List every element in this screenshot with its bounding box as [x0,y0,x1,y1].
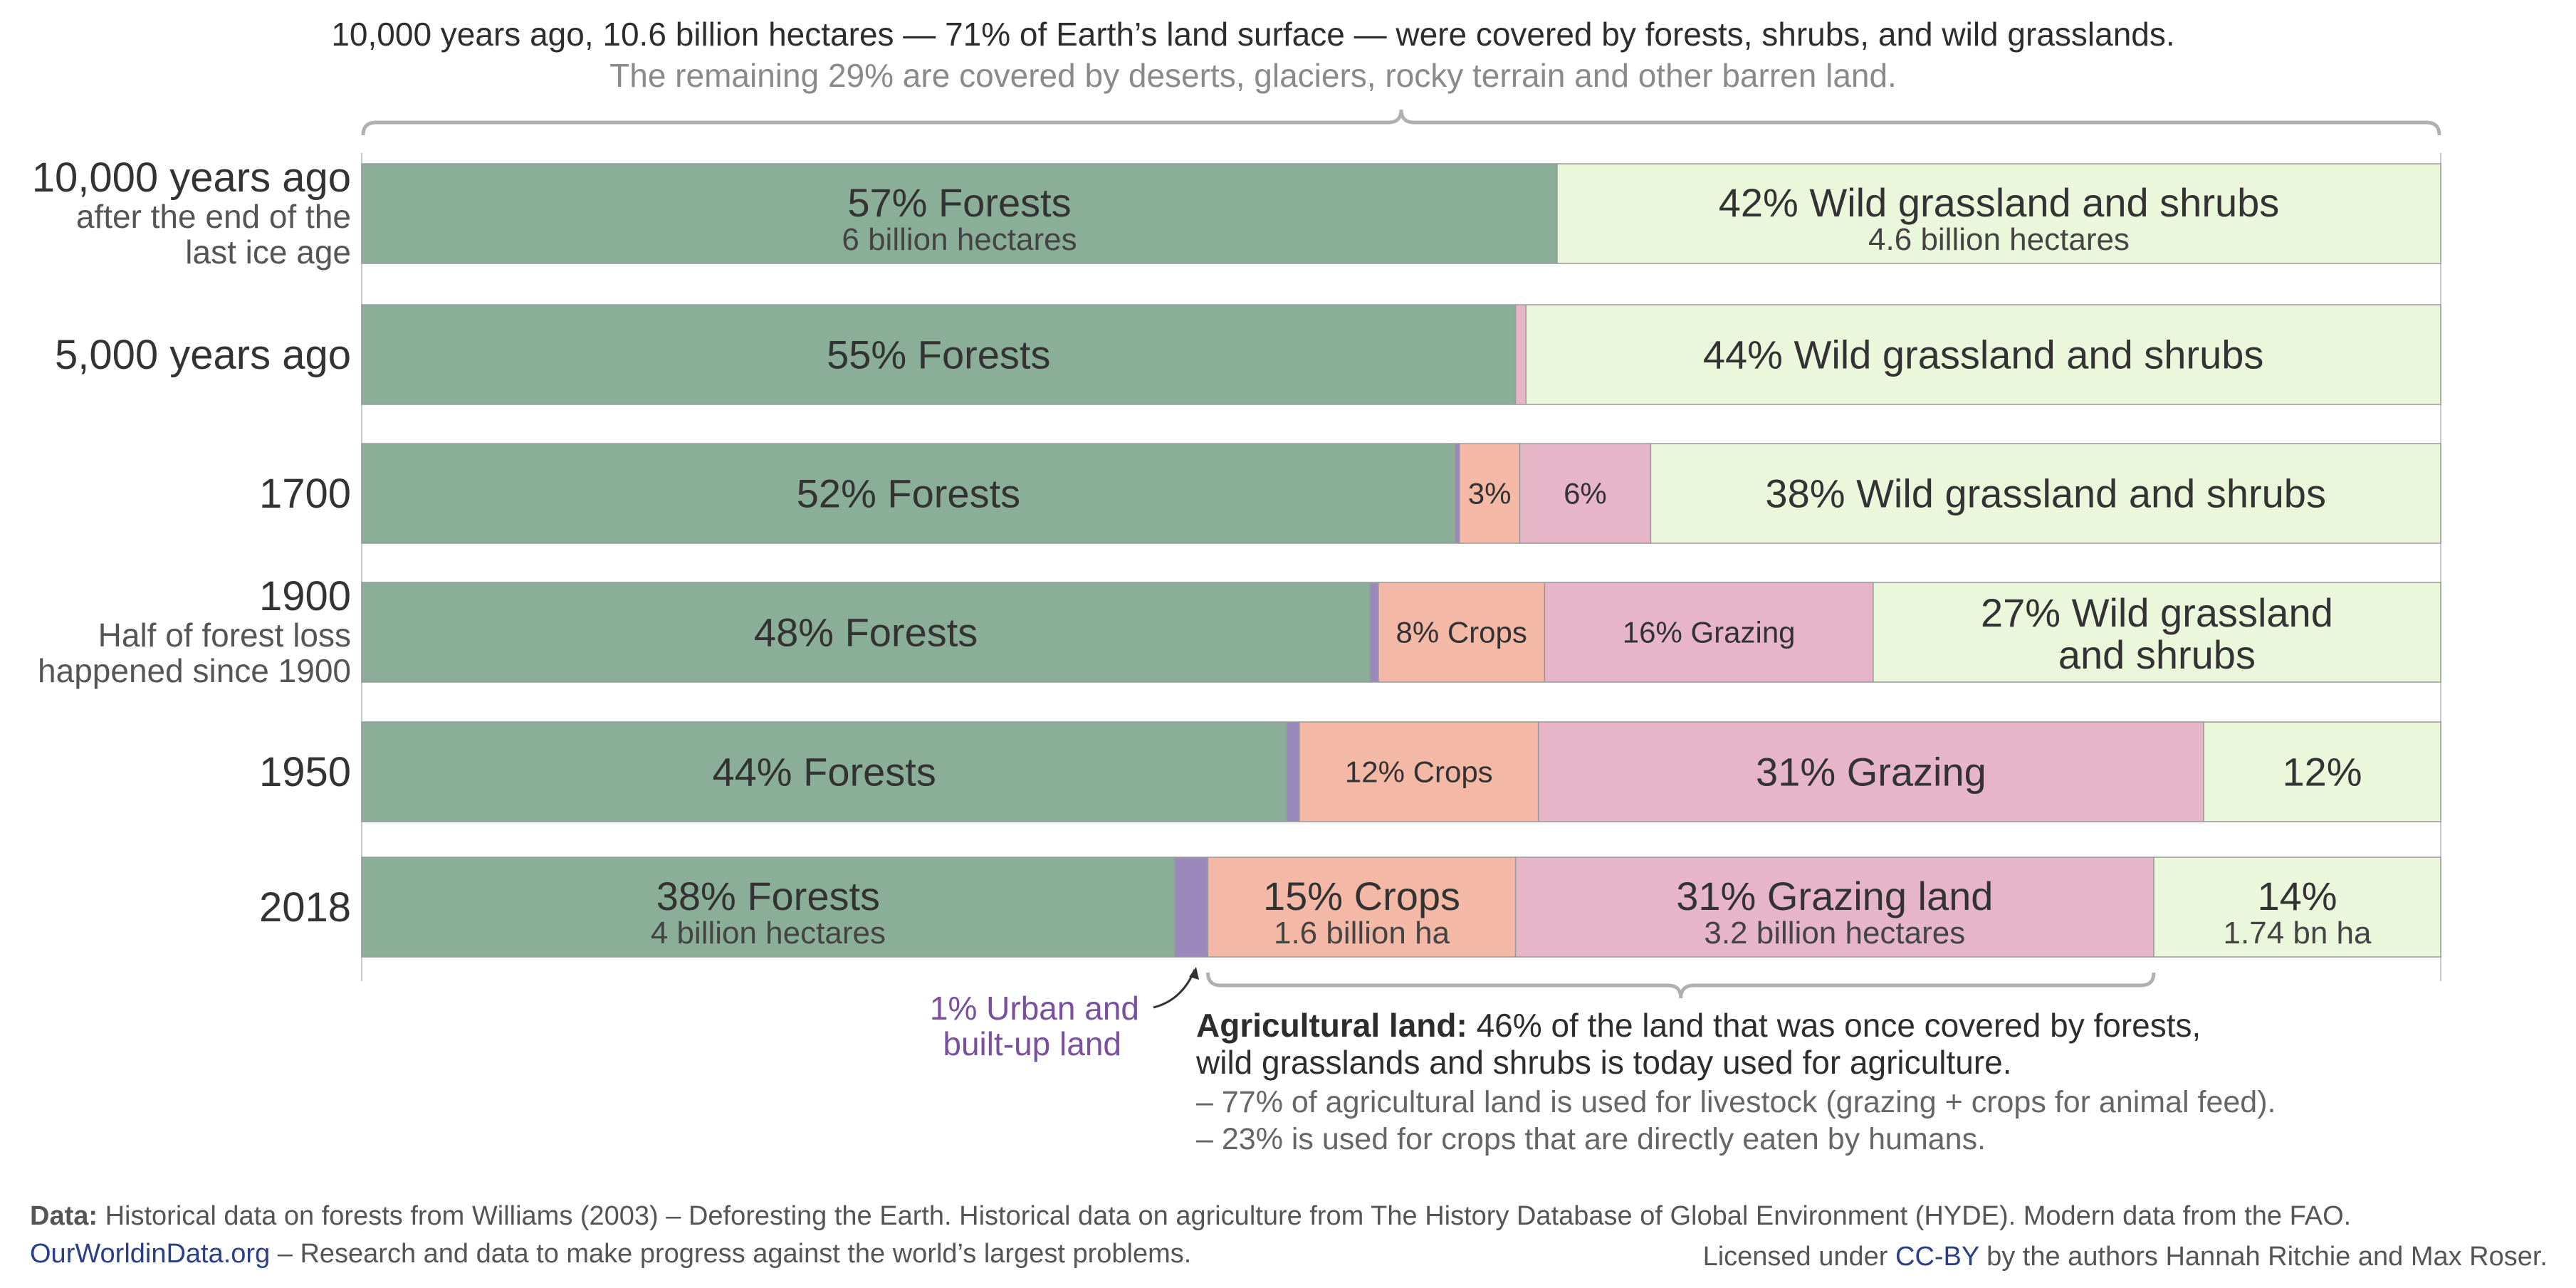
segment-label: 12% [2283,750,2362,795]
urban-annotation: 1% Urban and built-up land [930,967,1199,1062]
row-sublabel: after the end of the [76,198,351,235]
cc-by-link[interactable]: CC-BY [1895,1242,1979,1272]
bar-segment-forests [361,721,1288,822]
agricultural-bracket [1205,972,2156,999]
bar-segment-forests [361,582,1371,683]
bar-segment-wild [2203,721,2441,822]
bar-row: 44% Forests 12% Crops 31% Grazing 12% 1950 [259,721,2441,822]
segment-label: 31% Grazing [1756,750,1986,795]
bar-segment-wild [2153,857,2441,958]
header-line-2: The remaining 29% are covered by deserts… [609,57,1897,94]
segment-label: 16% Grazing [1623,616,1796,649]
bar-segment-urban [1173,857,1209,958]
segment-sublabel: 3.2 billion hectares [1704,916,1965,951]
segment-label: 38% Wild grassland and shrubs [1765,471,2326,516]
owid-link[interactable]: OurWorldinData.org [30,1239,271,1269]
segment-label: 12% Crops [1345,755,1493,789]
bar-segment-urban [1286,721,1300,822]
segment-sublabel: 4 billion hectares [651,916,886,951]
segment-label: and shrubs [2058,632,2256,677]
header-line-1: 10,000 years ago, 10.6 billion hectares … [331,16,2174,53]
segment-label: 48% Forests [754,610,978,655]
agri-line-1-rest: 46% of the land that was once covered by… [1467,1007,2201,1044]
segment-sublabel: 1.6 billion ha [1274,916,1450,951]
segment-label: 6% [1564,477,1607,511]
bar-segment-crops [1459,443,1521,544]
agri-line-4: – 23% is used for crops that are directl… [1196,1122,1986,1156]
footer-data-text: Historical data on forests from Williams… [98,1201,2352,1231]
segment-label: 55% Forests [827,333,1050,377]
row-label: 1700 [259,471,351,517]
segment-label: 14% [2257,874,2337,918]
footer-data-source: Data: Historical data on forests from Wi… [30,1201,2351,1232]
bar-row: 48% Forests 8% Crops 16% Grazing 27% Wild g… [38,573,2441,689]
urban-label-line-1: 1% Urban and [930,990,1139,1027]
row-sublabel: happened since 1900 [38,652,351,689]
top-brace-path [361,109,2441,136]
segment-sublabel: 1.74 bn ha [2224,916,2372,951]
row-sublabel: Half of forest loss [98,617,351,654]
bar-segment-wild [1525,304,2441,405]
row-label: 1950 [259,749,351,795]
bar-segment-urban [1369,582,1379,683]
segment-sublabel: 6 billion hectares [842,222,1077,257]
agricultural-annotation: Agricultural land: 46% of the land that … [1195,1007,2276,1156]
license-post: by the authors Hannah Ritchie and Max Ro… [1979,1242,2548,1272]
row-label: 1900 [259,573,351,619]
bar-segment-crops [1299,721,1539,822]
bar-row: 55% Forests 44% Wild grassland and shrubs… [55,304,2441,405]
bar-segment-grazing [1514,304,1527,405]
bar-segment-wild [1873,582,2441,683]
segment-label: 15% Crops [1263,874,1460,918]
segment-sublabel: 4.6 billion hectares [1868,222,2130,257]
row-sublabel: last ice age [185,234,351,271]
footer-owid: OurWorldinData.org – Research and data t… [30,1239,1191,1269]
segment-label: 31% Grazing land [1676,874,1993,918]
row-label: 10,000 years ago [32,155,351,201]
bar-segment-urban [1455,443,1460,544]
segment-label: 8% Crops [1396,616,1527,649]
urban-arrow [1153,969,1196,1009]
segment-label: 44% Wild grassland and shrubs [1703,333,2264,377]
bar-segment-forests [361,163,1558,264]
bar-segment-wild [1556,163,2441,264]
segment-label: 3% [1468,477,1512,511]
bar-segment-crops [1378,582,1546,683]
footer-license: Licensed under CC-BY by the authors Hann… [1703,1242,2548,1272]
segment-label: 27% Wild grassland [1981,590,2333,635]
bar-segment-grazing [1544,582,1874,683]
bar-segment-grazing [1519,443,1652,544]
top-bracket [361,109,2441,136]
footer-data-bold: Data: [30,1201,98,1231]
bar-segment-forests [361,304,1517,405]
urban-label-line-2: built-up land [943,1025,1121,1062]
row-label: 2018 [259,884,351,931]
license-pre: Licensed under [1702,1242,1895,1272]
bar-segment-crops [1207,857,1517,958]
bar-segment-wild [1650,443,2441,544]
agri-line-2: wild grasslands and shrubs is today used… [1195,1044,2012,1081]
segment-label: 38% Forests [656,874,880,918]
urban-arrowhead [1189,967,1199,980]
agri-line-1: Agricultural land: 46% of the land that … [1196,1007,2201,1044]
bar-row: 52% Forests 3% 6% 38% Wild grassland and sh… [259,443,2441,544]
bottom-brace-path [1205,972,2156,999]
segment-label: 52% Forests [797,471,1020,516]
segment-label: 42% Wild grassland and shrubs [1719,180,2280,225]
row-label: 5,000 years ago [55,332,351,378]
agri-line-3: – 77% of agricultural land is used for l… [1196,1085,2276,1119]
bar-segment-forests [361,857,1176,958]
segment-label: 57% Forests [847,180,1071,225]
agri-bold: Agricultural land: [1196,1007,1467,1044]
owid-tagline: – Research and data to make progress aga… [270,1239,1192,1269]
bar-segment-grazing [1537,721,2204,822]
segment-label: 44% Forests [713,750,936,795]
